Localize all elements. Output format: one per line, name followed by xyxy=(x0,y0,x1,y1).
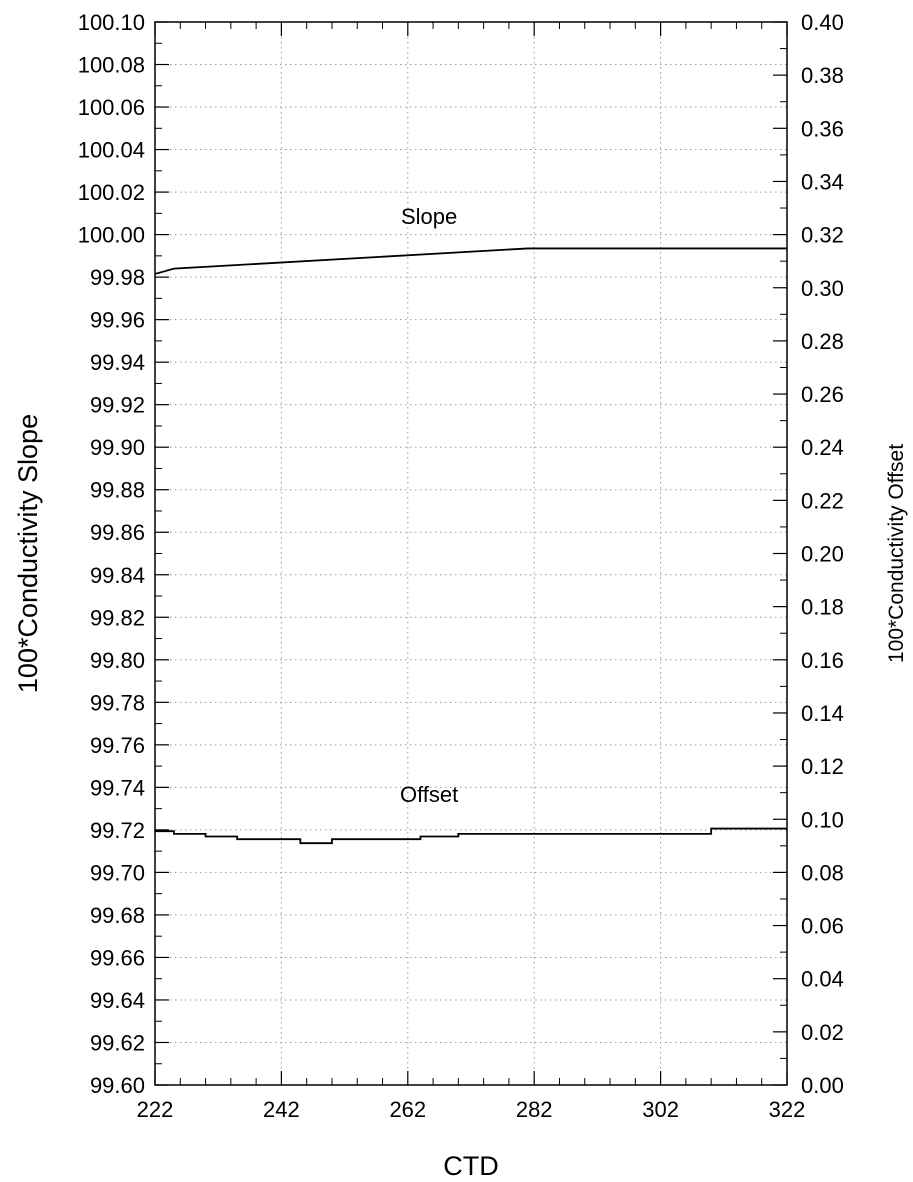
y-tick-label: 99.82 xyxy=(90,605,145,630)
y2-tick-label: 0.40 xyxy=(801,10,844,35)
y2-axis-label: 100*Conductivity Offset xyxy=(885,444,908,663)
x-tick-label: 282 xyxy=(516,1097,553,1122)
y-tick-label: 99.64 xyxy=(90,988,145,1013)
y2-tick-label: 0.32 xyxy=(801,223,844,248)
y-tick-label: 100.08 xyxy=(78,53,145,78)
y-tick-label: 99.70 xyxy=(90,860,145,885)
y-tick-label: 99.72 xyxy=(90,818,145,843)
plot-area-frame xyxy=(154,21,788,1086)
y-axis-label: 100*Conductivity Slope xyxy=(13,414,43,693)
y-tick-label: 99.84 xyxy=(90,563,145,588)
y2-tick-label: 0.10 xyxy=(801,807,844,832)
series-label-offset: Offset xyxy=(400,782,458,807)
y-tick-label: 100.04 xyxy=(78,138,145,163)
y-tick-label: 99.60 xyxy=(90,1073,145,1098)
y2-tick-label: 0.04 xyxy=(801,967,844,992)
y2-tick-label: 0.12 xyxy=(801,754,844,779)
y-tick-label: 99.90 xyxy=(90,435,145,460)
y2-tick-label: 0.30 xyxy=(801,276,844,301)
grid xyxy=(155,22,787,1085)
x-tick-label: 262 xyxy=(389,1097,426,1122)
axis-ticks xyxy=(154,21,788,1086)
y-tick-label: 100.06 xyxy=(78,95,145,120)
y2-tick-label: 0.36 xyxy=(801,116,844,141)
y2-tick-label: 0.28 xyxy=(801,329,844,354)
tick-labels: 222 242 262 282 302 322 99.60 99.62 99.64 99.66 99… xyxy=(78,10,844,1122)
y-tick-label: 99.78 xyxy=(90,690,145,715)
x-tick-label: 242 xyxy=(263,1097,300,1122)
y2-tick-label: 0.06 xyxy=(801,914,844,939)
y-tick-label: 99.80 xyxy=(90,648,145,673)
y2-tick-label: 0.02 xyxy=(801,1020,844,1045)
y-tick-label: 99.68 xyxy=(90,903,145,928)
y2-tick-label: 0.08 xyxy=(801,860,844,885)
y-tick-label: 100.02 xyxy=(78,180,145,205)
x-tick-label: 302 xyxy=(642,1097,679,1122)
x-axis-label: CTD xyxy=(443,1151,499,1181)
y-tick-label: 100.00 xyxy=(78,223,145,248)
y-tick-label: 99.92 xyxy=(90,393,145,418)
y-tick-label: 99.86 xyxy=(90,520,145,545)
y2-tick-label: 0.22 xyxy=(801,488,844,513)
series-line-slope xyxy=(154,247,787,275)
series-label-slope: Slope xyxy=(401,204,457,229)
y-tick-label: 99.66 xyxy=(90,945,145,970)
y2-tick-label: 0.00 xyxy=(801,1073,844,1098)
y-tick-label: 100.10 xyxy=(78,10,145,35)
y-tick-label: 99.74 xyxy=(90,775,145,800)
y-tick-label: 99.62 xyxy=(90,1030,145,1055)
y2-tick-label: 0.34 xyxy=(801,169,844,194)
y2-tick-label: 0.38 xyxy=(801,63,844,88)
series-line-offset xyxy=(155,827,787,845)
y2-tick-label: 0.16 xyxy=(801,648,844,673)
y-tick-label: 99.94 xyxy=(90,350,145,375)
y2-tick-label: 0.20 xyxy=(801,542,844,567)
x-tick-label: 222 xyxy=(137,1097,174,1122)
y2-tick-label: 0.14 xyxy=(801,701,844,726)
y-tick-label: 99.96 xyxy=(90,308,145,333)
y-tick-label: 99.76 xyxy=(90,733,145,758)
y-tick-label: 99.98 xyxy=(90,265,145,290)
series-layer: Slope Offset xyxy=(154,204,787,845)
y2-tick-label: 0.24 xyxy=(801,435,844,460)
y2-tick-label: 0.18 xyxy=(801,595,844,620)
y2-tick-label: 0.26 xyxy=(801,382,844,407)
x-tick-label: 322 xyxy=(769,1097,806,1122)
y-tick-label: 99.88 xyxy=(90,478,145,503)
